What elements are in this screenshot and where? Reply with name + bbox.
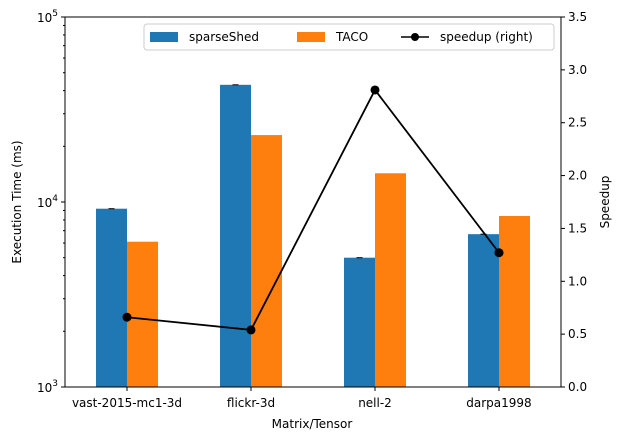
legend-frame — [143, 23, 555, 51]
bar-sparseshed-1 — [220, 84, 251, 387]
y-right-tick-label-3: 1.5 — [568, 221, 587, 235]
bar-taco-3 — [499, 216, 530, 387]
x-axis-title: Matrix/Tensor — [272, 417, 353, 431]
y-tick-label-0: 103 — [37, 379, 58, 395]
x-tick-label-2: nell-2 — [358, 396, 392, 410]
bar-sparseshed-3 — [468, 234, 499, 387]
bar-sparseshed-0 — [96, 208, 127, 387]
speedup-line — [126, 88, 500, 331]
speedup-point-2 — [370, 85, 380, 95]
speedup-line-layer — [122, 85, 504, 335]
bars-layer — [96, 84, 530, 387]
y-tick-label-2: 105 — [37, 9, 58, 25]
bar-taco-0 — [127, 241, 158, 387]
speedup-point-0 — [122, 312, 132, 322]
y-right-axis-title: Speedup — [598, 176, 612, 229]
y-right-tick-label-1: 0.5 — [568, 327, 587, 341]
bar-taco-2 — [375, 173, 406, 387]
legend-label-speedup: speedup (right) — [440, 30, 533, 44]
bar-sparseshed-2 — [344, 257, 375, 387]
y-right-tick-label-0: 0.0 — [568, 380, 587, 394]
y-right-tick-label-6: 3.0 — [568, 63, 587, 77]
speedup-point-3 — [494, 248, 504, 258]
y-right-tick-label-4: 2.0 — [568, 169, 587, 183]
x-tick-label-3: darpa1998 — [466, 396, 531, 410]
legend-label-sparseshed: sparseShed — [189, 30, 259, 44]
y-right-tick-label-2: 1.0 — [568, 274, 587, 288]
speedup-point-1 — [246, 325, 256, 335]
legend-swatch-speedup-marker — [411, 33, 419, 41]
bar-taco-1 — [251, 135, 282, 387]
legend: sparseShed TACO speedup (right) — [143, 23, 555, 51]
legend-swatch-sparseshed — [150, 32, 178, 42]
axes-layer: vast-2015-mc1-3d flickr-3d nell-2 darpa1998… — [37, 9, 587, 410]
legend-label-taco: TACO — [335, 30, 368, 44]
x-tick-label-0: vast-2015-mc1-3d — [72, 396, 182, 410]
y-axis-title: Execution Time (ms) — [10, 140, 24, 263]
legend-swatch-taco — [297, 32, 325, 42]
x-tick-label-1: flickr-3d — [227, 396, 275, 410]
y-right-tick-label-7: 3.5 — [568, 10, 587, 24]
y-tick-label-1: 104 — [37, 194, 58, 210]
y-right-tick-label-5: 2.5 — [568, 116, 587, 130]
